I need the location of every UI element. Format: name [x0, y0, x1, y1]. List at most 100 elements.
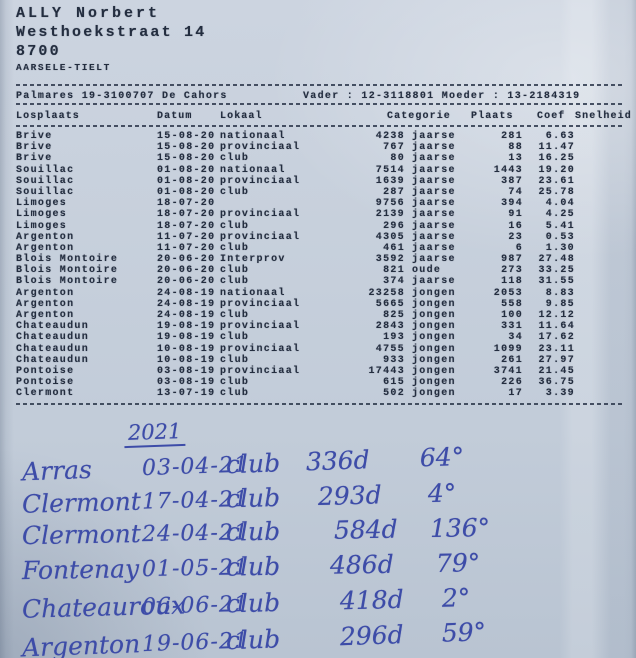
cell-datum: 11-07-20 [157, 242, 216, 254]
cell-categorie-count: 23258 [368, 287, 405, 299]
cell-categorie-type: jongen [412, 287, 456, 299]
cell-plaats: 987 [501, 254, 523, 266]
cell-categorie-type: jongen [412, 332, 456, 344]
table-row: Brive 15-08-20 provinciaal 767 jaarse 88… [16, 142, 622, 153]
handwritten-position: 79° [435, 548, 481, 578]
cell-categorie-type: jaarse [412, 276, 456, 288]
cell-snelheid [575, 388, 622, 399]
cell-plaats: 281 [501, 131, 523, 142]
cell-coef: 33.25 [538, 265, 575, 277]
cell-snelheid [575, 265, 622, 276]
cell-coef: 3.39 [545, 388, 575, 400]
table-row: Souillac 01-08-20 nationaal 7514 jaarse … [16, 165, 622, 176]
cell-coef: 17.62 [538, 332, 575, 344]
cell-gap [405, 131, 412, 142]
cell-snelheid [575, 254, 622, 265]
cell-coef: 6.63 [545, 131, 575, 142]
cell-lokaal: provinciaal [220, 343, 301, 355]
col-header-snelheid: Snelheid [575, 111, 632, 122]
cell-datum: 19-08-19 [157, 332, 216, 344]
cell-coef: 19.20 [538, 164, 575, 176]
cell-coef: 27.97 [538, 354, 575, 366]
cell-datum: 20-06-20 [157, 265, 216, 277]
cell-lokaal: Interprov [220, 254, 286, 266]
cell-losplaats: Limoges [16, 209, 68, 221]
cell-gap [405, 142, 412, 153]
cell-datum: 15-08-20 [157, 142, 216, 154]
cell-categorie-count: 80 [390, 153, 405, 165]
cell-losplaats: Blois Montoire [16, 254, 119, 266]
cell-categorie-type: jaarse [412, 209, 456, 221]
table-row: Limoges 18-07-20 provinciaal 2139 jaarse… [16, 209, 622, 220]
cell-coef: 12.12 [538, 310, 575, 321]
cell-categorie-count: 767 [383, 142, 405, 154]
col-header-lokaal: Lokaal [220, 111, 263, 122]
cell-datum: 18-07-20 [157, 220, 216, 232]
cell-snelheid [575, 198, 622, 209]
cell-coef: 0.53 [545, 231, 575, 243]
handwritten-place: Clermont [21, 519, 142, 551]
dashed-divider [16, 84, 622, 86]
cell-datum: 10-08-19 [157, 343, 216, 355]
cell-categorie-type: jaarse [412, 231, 456, 243]
cell-losplaats: Souillac [16, 175, 75, 187]
cell-snelheid [575, 366, 622, 377]
cell-plaats: 74 [508, 186, 523, 198]
cell-datum: 18-07-20 [157, 198, 216, 210]
handwritten-position: 64° [419, 441, 465, 473]
cell-lokaal: provinciaal [220, 175, 301, 187]
cell-coef: 21.45 [538, 365, 575, 377]
cell-lokaal: nationaal [220, 287, 286, 299]
col-header-losplaats: Losplaats [16, 111, 80, 122]
cell-plaats: 6 [515, 242, 523, 254]
cell-losplaats: Brive [16, 153, 53, 165]
cell-losplaats: Pontoise [16, 377, 75, 389]
table-row: Souillac 01-08-20 club 287 jaarse 74 25.… [16, 187, 622, 198]
col-header-coef: Coef [537, 111, 566, 122]
cell-snelheid [575, 176, 622, 187]
cell-coef: 16.25 [538, 153, 575, 165]
handwritten-birds: 296d [339, 620, 405, 652]
handwritten-level: club [225, 551, 281, 582]
cell-lokaal: club [220, 388, 250, 400]
cell-categorie-count: 5665 [375, 298, 405, 310]
cell-snelheid [575, 276, 622, 287]
palmares-title: Palmares 19-3100707 De Cahors [16, 91, 228, 102]
cell-losplaats: Souillac [16, 164, 75, 176]
table-row: Blois Montoire 20-06-20 Interprov 3592 j… [16, 254, 622, 265]
cell-plaats: 34 [508, 332, 523, 344]
cell-snelheid [575, 165, 622, 176]
table-row: Clermont 13-07-19 club 502 jongen 17 3.3… [16, 388, 622, 399]
cell-categorie-type: jongen [412, 365, 456, 377]
handwritten-position: 59° [441, 617, 487, 648]
cell-categorie-type: jaarse [412, 142, 456, 154]
table-row: Argenton 24-08-19 nationaal 23258 jongen… [16, 288, 622, 299]
handwritten-level: club [225, 587, 281, 619]
cell-categorie-count: 2139 [375, 209, 405, 221]
cell-categorie-count: 17443 [368, 365, 405, 377]
cell-datum: 03-08-19 [157, 365, 216, 377]
palmares-parentage: Vader : 12-3118801 Moeder : 13-2184319 [303, 91, 581, 102]
cell-lokaal: club [220, 242, 250, 254]
cell-losplaats: Chateaudun [16, 321, 90, 333]
cell-categorie-count: 7514 [375, 164, 405, 176]
cell-plaats: 331 [501, 321, 523, 333]
cell-coef: 5.41 [545, 220, 575, 232]
handwritten-level: club [225, 624, 281, 656]
cell-snelheid [575, 288, 622, 299]
cell-coef: 4.25 [545, 209, 575, 221]
cell-losplaats: Chateaudun [16, 343, 90, 355]
cell-coef: 1.30 [545, 242, 575, 254]
cell-snelheid [575, 299, 622, 310]
cell-snelheid [575, 142, 622, 153]
cell-snelheid [575, 310, 622, 321]
cell-categorie-type: jongen [412, 310, 456, 321]
cell-categorie-count: 933 [383, 354, 405, 366]
dashed-divider [16, 403, 622, 405]
cell-snelheid [575, 232, 622, 243]
cell-lokaal: provinciaal [220, 142, 301, 154]
cell-gap [405, 377, 412, 388]
cell-coef: 8.83 [545, 287, 575, 299]
cell-plaats: 91 [508, 209, 523, 221]
cell-plaats: 100 [501, 310, 523, 321]
